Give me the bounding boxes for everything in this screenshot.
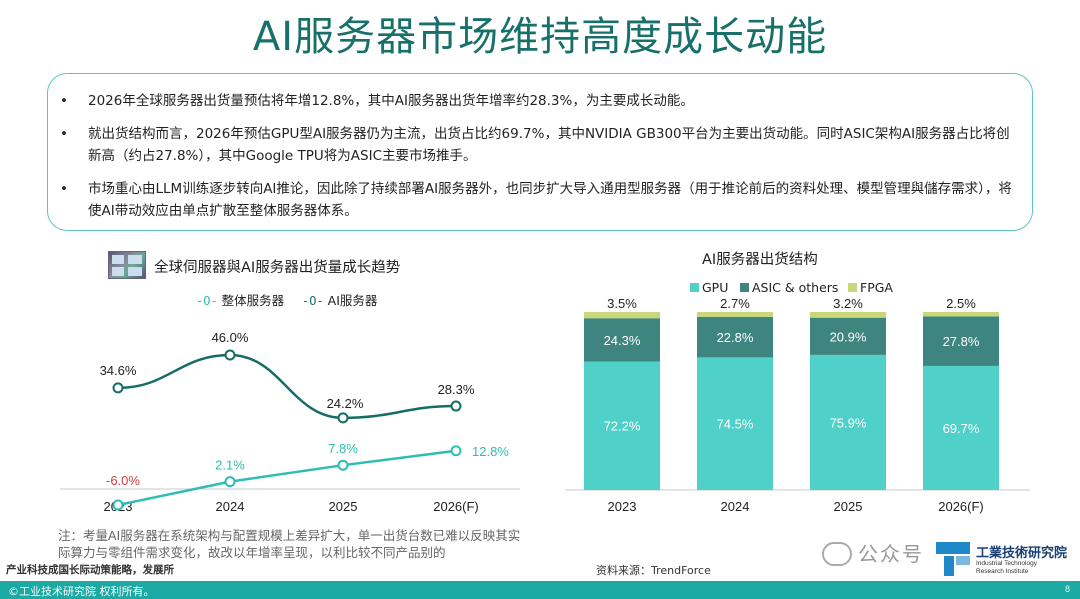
data-label: -6.0%: [106, 473, 140, 488]
bar-segment: [697, 357, 773, 490]
summary-box: • 2026年全球服务器出货量预估将年增12.8%，其中AI服务器出货年增率约2…: [47, 73, 1033, 231]
legend-swatch-icon: [848, 283, 857, 292]
bullet-marker: •: [60, 126, 68, 142]
data-label: 2.7%: [720, 296, 750, 311]
bar-segment: [923, 316, 999, 366]
footer-bar: ©工业技术研究院 权利所有。 8: [0, 581, 1080, 599]
logo-name-en-line: Research Institute: [976, 567, 1029, 575]
series-line: [117, 449, 457, 507]
page-title: AI服务器市场维持高度成长动能: [252, 14, 828, 60]
x-tick-label: 2024: [721, 499, 750, 514]
server-icon: [108, 251, 146, 279]
legend-swatch-icon: [740, 283, 749, 292]
line-chart: 2023202420252026(F)-6.0%2.1%7.8%12.8%34.…: [60, 330, 520, 514]
bar-segment: [584, 318, 660, 362]
data-point: [337, 459, 349, 471]
source-right: 资料来源：TrendForce: [596, 564, 711, 577]
legend-line-icon: -O-: [196, 294, 218, 308]
data-label: 2.5%: [946, 296, 976, 311]
legend-item-fpga: FPGA: [848, 280, 893, 295]
bar-segment: [697, 312, 773, 317]
x-tick-label: 2026(F): [938, 499, 984, 514]
logo-name-en: Industrial Technology Research Institute: [976, 560, 1037, 575]
data-label: 72.2%: [604, 419, 641, 434]
data-label: 20.9%: [830, 329, 867, 344]
watermark: 公众号: [822, 538, 924, 567]
data-label: 7.8%: [328, 441, 358, 456]
page-number: 8: [1064, 584, 1070, 594]
data-label: 12.8%: [472, 444, 509, 459]
legend-label: FPGA: [860, 280, 893, 295]
data-label: 75.9%: [830, 415, 867, 430]
data-label: 3.5%: [607, 296, 637, 311]
data-label: 34.6%: [100, 363, 137, 378]
bar-segment: [923, 312, 999, 317]
line-chart-title: 全球伺服器與AI服务器出货量成长趋势: [154, 260, 401, 276]
x-tick-label: 2025: [834, 499, 863, 514]
bar-segment: [584, 361, 660, 490]
bar-segment: [810, 312, 886, 318]
bar-segment: [697, 316, 773, 358]
data-point: [112, 499, 124, 511]
x-tick-label: 2025: [329, 499, 358, 514]
data-label: 28.3%: [438, 382, 475, 397]
data-label: 46.0%: [212, 330, 249, 345]
itri-logo-icon: [936, 542, 970, 576]
data-label: 69.7%: [943, 421, 980, 436]
legend-item-gpu: GPU: [690, 280, 728, 295]
legend-line-icon: -O-: [302, 294, 324, 308]
legend-item-total: -O- 整体服务器: [196, 290, 284, 309]
legend-item-asic: ASIC & others: [740, 280, 838, 295]
series-line: [117, 353, 457, 420]
bar-segment: [810, 354, 886, 490]
x-tick-label: 2026(F): [433, 499, 479, 514]
data-point: [224, 476, 236, 488]
copyright-text: ©工业技术研究院 权利所有。: [8, 585, 155, 598]
logo-name-cn: 工業技術研究院: [976, 546, 1068, 561]
data-point: [112, 382, 124, 394]
bar-segment: [584, 312, 660, 319]
x-tick-label: 2024: [216, 499, 245, 514]
data-label: 3.2%: [833, 296, 863, 311]
legend-swatch-icon: [690, 283, 699, 292]
chart-note: 注：考量AI服务器在系统架构与配置规模上差异扩大，单一出货台数已难以反映其实际算…: [58, 528, 521, 560]
data-label: 22.8%: [717, 330, 754, 345]
data-label: 27.8%: [943, 334, 980, 349]
bullet-item: • 就出货结构而言，2026年预估GPU型AI服务器仍为主流，出货占比约69.7…: [60, 123, 1020, 167]
legend-item-ai: -O- AI服务器: [302, 290, 377, 309]
legend-label: ASIC & others: [752, 280, 839, 295]
bar-segment: [810, 317, 886, 355]
bar-chart-title: AI服务器出货结构: [702, 252, 818, 268]
legend-label: 整体服务器: [221, 293, 285, 308]
wechat-icon: [822, 542, 852, 566]
data-label: 24.2%: [327, 396, 364, 411]
bullet-text: 2026年全球服务器出货量预估将年增12.8%，其中AI服务器出货年增率约28.…: [88, 93, 694, 109]
x-tick-label: 2023: [608, 499, 637, 514]
legend-label: GPU: [702, 280, 729, 295]
data-point: [224, 349, 236, 361]
itri-logo: 工業技術研究院 Industrial Technology Research I…: [936, 540, 1076, 582]
data-label: 2.1%: [215, 458, 245, 473]
legend-label: AI服务器: [327, 293, 378, 308]
data-point: [337, 412, 349, 424]
bar-segment: [923, 365, 999, 490]
data-label: 24.3%: [604, 333, 641, 348]
data-point: [450, 445, 462, 457]
data-label: 74.5%: [717, 417, 754, 432]
watermark-text: 公众号: [858, 542, 924, 566]
data-point: [450, 400, 462, 412]
bullet-text: 市场重心由LLM训练逐步转向AI推论，因此除了持续部署AI服务器外，也同步扩大导…: [88, 181, 1012, 219]
logo-name-en-line: Industrial Technology: [976, 560, 1037, 567]
bullet-marker: •: [60, 181, 68, 197]
source-left: 产业科技成国长际动策能略，发展所: [6, 564, 174, 576]
bullet-item: • 市场重心由LLM训练逐步转向AI推论，因此除了持续部署AI服务器外，也同步扩…: [60, 178, 1020, 222]
bullet-item: • 2026年全球服务器出货量预估将年增12.8%，其中AI服务器出货年增率约2…: [60, 90, 1020, 112]
bullet-marker: •: [60, 93, 68, 109]
bullet-text: 就出货结构而言，2026年预估GPU型AI服务器仍为主流，出货占比约69.7%，…: [88, 126, 1010, 164]
bar-chart: 72.2% 24.3% 3.5% 2023 74.5% 22.8% 2.7% 2024 75.9…: [565, 296, 1030, 514]
